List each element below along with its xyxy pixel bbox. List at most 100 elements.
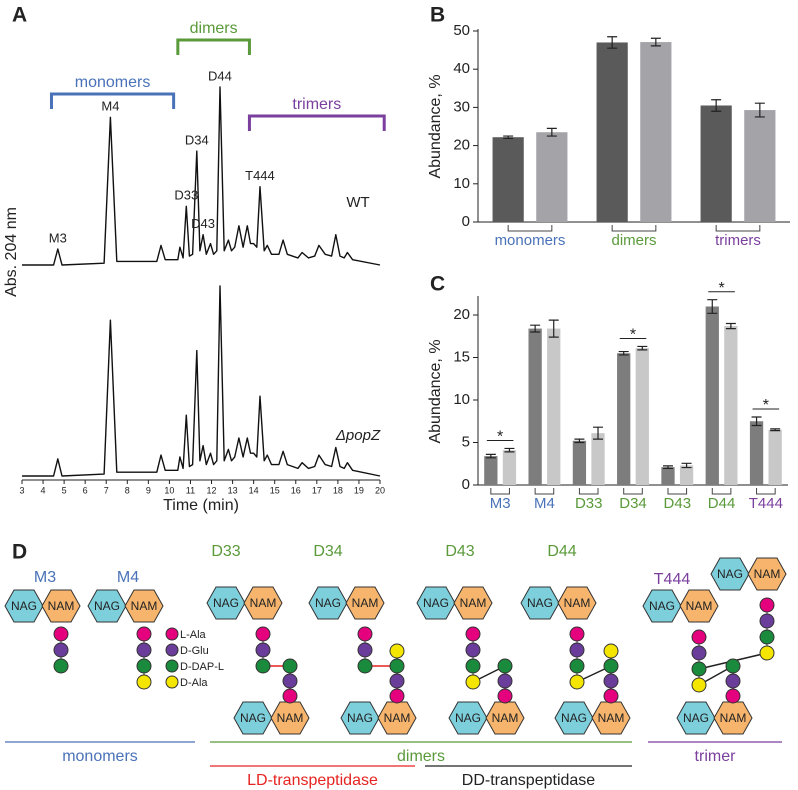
x-tick-label: monomers <box>495 232 566 249</box>
group-label: dimers <box>190 20 238 37</box>
residue <box>357 642 373 658</box>
y-axis-label: Abs. 204 nm <box>3 207 20 297</box>
residue <box>569 658 585 674</box>
x-tick-label: D33 <box>575 495 603 512</box>
group-label: monomers <box>62 748 138 765</box>
structure-label: D33 <box>211 543 240 560</box>
error-bar <box>504 447 515 453</box>
sugar-label: NAM <box>131 599 158 613</box>
error-bar <box>754 102 765 118</box>
significance-mark: * <box>763 397 769 414</box>
sugar <box>713 701 753 735</box>
x-tick-label: 20 <box>375 485 385 495</box>
bar <box>749 421 764 485</box>
sugar <box>270 701 310 735</box>
x-tick-label: 15 <box>270 485 280 495</box>
error-bar <box>618 350 629 356</box>
residue <box>465 658 481 674</box>
residue <box>282 688 298 704</box>
error-bar <box>751 416 762 427</box>
x-tick-label: M4 <box>534 495 555 512</box>
residue <box>759 597 775 613</box>
group-bracket <box>49 92 176 109</box>
legend-label: D-Glu <box>180 645 209 657</box>
y-tick-label: 15 <box>453 348 470 365</box>
sugar-label: NAG <box>347 711 373 725</box>
sugar-label: NAG <box>683 711 709 725</box>
sugar-label: NAG <box>649 599 675 613</box>
sugar-label: NAG <box>213 596 239 610</box>
sugar-label: NAM <box>384 711 411 725</box>
sugar-label: NAG <box>94 599 120 613</box>
y-tick-label: 20 <box>453 137 470 154</box>
x-tick-label: 12 <box>207 485 217 495</box>
bar <box>572 440 587 485</box>
residue <box>497 673 513 689</box>
y-tick-label: 50 <box>453 22 470 39</box>
pair-bracket <box>611 225 657 232</box>
error-bar <box>593 426 604 440</box>
residue <box>136 674 152 690</box>
residue <box>691 629 707 645</box>
pair-bracket <box>623 488 643 495</box>
residue <box>603 673 619 689</box>
residue <box>53 658 69 674</box>
trace <box>22 86 381 266</box>
y-tick-label: 0 <box>462 213 470 230</box>
residue <box>725 673 741 689</box>
sugar <box>557 586 597 620</box>
residue <box>603 688 619 704</box>
residue <box>255 658 271 674</box>
group-label: DD-transpeptidase <box>462 772 596 789</box>
peak-label: T444 <box>245 168 275 183</box>
trace <box>22 285 381 477</box>
sugar <box>747 557 787 591</box>
bar <box>705 306 719 485</box>
error-bar <box>637 345 648 351</box>
group-label: dimers <box>397 748 445 765</box>
structure-label: D34 <box>313 543 342 560</box>
group-bracket <box>176 38 251 55</box>
residue <box>725 688 741 704</box>
structure-label: D43 <box>445 543 474 560</box>
sugar-label: NAM <box>564 596 591 610</box>
residue <box>465 626 481 642</box>
x-tick-label: 13 <box>228 485 238 495</box>
structure-label: M3 <box>34 569 56 586</box>
residue <box>53 626 69 642</box>
x-tick-label: 11 <box>186 485 195 495</box>
bar <box>679 465 694 485</box>
x-tick-label: 8 <box>125 485 130 495</box>
structure-label: M4 <box>117 569 139 586</box>
residue <box>357 626 373 642</box>
x-tick-label: 5 <box>62 485 67 495</box>
residue <box>691 677 707 693</box>
bar <box>661 467 675 485</box>
residue <box>282 658 298 674</box>
y-tick-label: 5 <box>462 433 470 450</box>
sugar-label: NAM <box>460 596 487 610</box>
y-axis-label: Abundance, % <box>427 339 444 443</box>
pair-bracket <box>490 488 510 495</box>
error-bar <box>725 322 736 330</box>
pair-bracket <box>534 488 555 495</box>
x-tick-label: dimers <box>611 232 656 249</box>
group-label: monomers <box>75 74 151 91</box>
x-tick-label: 3 <box>19 485 24 495</box>
error-bar <box>607 36 618 49</box>
structure-label: D44 <box>547 543 576 560</box>
bar <box>744 110 776 222</box>
x-tick-label: 4 <box>41 485 46 495</box>
sugar-label: NAM <box>352 596 379 610</box>
error-bar <box>650 37 661 47</box>
bar <box>528 328 542 485</box>
group-label: LD-transpeptidase <box>247 772 378 789</box>
legend-swatch <box>165 627 179 641</box>
sugar-label: NAM <box>48 599 75 613</box>
residue <box>389 643 405 659</box>
peak-label: M3 <box>49 230 67 245</box>
peak-label: D44 <box>208 68 232 83</box>
panel-label: C <box>430 273 445 296</box>
bar <box>640 42 672 222</box>
